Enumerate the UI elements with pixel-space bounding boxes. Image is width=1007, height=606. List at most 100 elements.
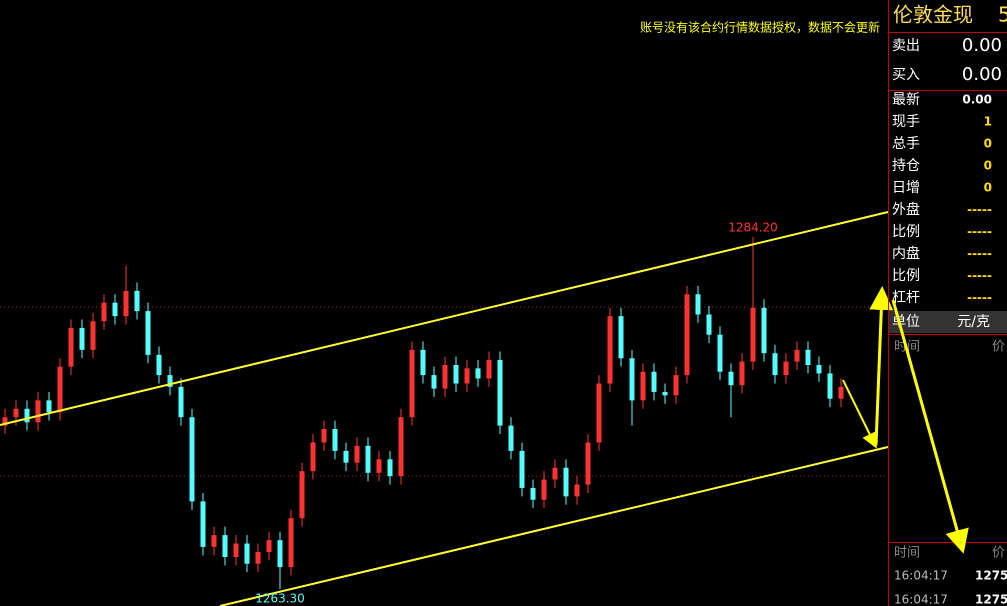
stat-label: 持仓 <box>892 158 920 174</box>
candle-body <box>156 354 162 376</box>
stat-label: 外盘 <box>892 201 920 218</box>
unit-value: 元/克 <box>957 314 990 330</box>
candle-body <box>222 535 228 557</box>
candle-body <box>805 349 811 365</box>
candle-body <box>772 353 778 376</box>
candle-body <box>46 400 52 413</box>
candle-body <box>783 361 789 376</box>
stat-label: 杠杆 <box>892 290 920 306</box>
arrow <box>869 286 894 446</box>
candle-body <box>233 543 239 557</box>
candle-body <box>640 371 646 401</box>
trades-price-header: 价 <box>992 546 1005 561</box>
stat-value: 0.00 <box>962 93 992 107</box>
candle-body <box>651 371 657 392</box>
trade-time: 16:04:17 <box>894 569 948 583</box>
trade-price: 1275. <box>975 569 1007 583</box>
trade-time: 16:04:17 <box>894 593 948 606</box>
buy-label: 买入 <box>892 67 920 83</box>
candle-body <box>607 316 613 384</box>
candle-body <box>398 417 404 477</box>
stat-label: 比例 <box>892 224 920 240</box>
candle-body <box>211 535 217 547</box>
candle-body <box>255 551 261 564</box>
stat-label: 总手 <box>892 136 920 152</box>
candle-body <box>266 540 272 552</box>
sell-value: 0.00 <box>962 35 1002 56</box>
candle-body <box>750 307 756 362</box>
arrow <box>842 379 877 449</box>
candle-body <box>728 371 734 386</box>
candle-body <box>101 302 107 322</box>
candle-body <box>310 442 316 472</box>
quote-title: 伦敦金现 <box>893 3 973 27</box>
candle-body <box>288 518 294 568</box>
candle-body <box>541 479 547 500</box>
stat-label: 比例 <box>892 268 920 284</box>
stat-value: ----- <box>967 269 992 283</box>
candle-body <box>662 391 668 396</box>
candle-body <box>453 365 459 384</box>
sell-label: 卖出 <box>892 38 920 54</box>
stat-label: 最新 <box>892 92 920 108</box>
candle-body <box>365 445 371 473</box>
candle-body <box>563 467 569 497</box>
candle-body <box>552 467 558 480</box>
candle-body <box>178 386 184 418</box>
candle-body <box>2 417 8 426</box>
stat-value: ----- <box>967 247 992 261</box>
candle-body <box>420 349 426 376</box>
candle-body <box>200 501 206 547</box>
unit-row <box>889 311 1007 333</box>
candle-body <box>596 383 602 443</box>
candle-body <box>332 429 338 451</box>
candle-body <box>299 471 305 519</box>
candle-body <box>90 321 96 350</box>
candle-body <box>167 375 173 387</box>
candle-body <box>409 349 415 418</box>
trend-line <box>219 446 889 606</box>
stat-value: 1 <box>984 115 992 129</box>
low-label: 1263.30 <box>255 592 305 606</box>
candle-body <box>244 543 250 564</box>
trend-line <box>0 211 889 426</box>
candle-body <box>761 307 767 354</box>
candle-body <box>123 290 129 317</box>
candle-body <box>497 359 503 426</box>
arrow <box>891 299 969 554</box>
candle-body <box>673 375 679 396</box>
candle-body <box>189 417 195 502</box>
candle-body <box>739 361 745 386</box>
quote-code: 5 <box>998 3 1007 27</box>
candle-body <box>508 425 514 451</box>
candle-body <box>464 368 470 384</box>
candle-body <box>717 334 723 372</box>
stat-value: ----- <box>967 225 992 239</box>
candle-body <box>629 358 635 401</box>
stat-label: 日增 <box>892 180 920 196</box>
buy-value: 0.00 <box>962 64 1002 85</box>
candle-body <box>442 365 448 389</box>
stat-label: 内盘 <box>892 245 920 262</box>
candle-body <box>57 366 63 413</box>
candle-body <box>134 290 140 312</box>
candle-body <box>343 450 349 463</box>
candle-body <box>387 459 393 477</box>
stat-value: ----- <box>967 203 992 217</box>
trade-price: 1275. <box>975 593 1007 606</box>
high-label: 1284.20 <box>728 221 778 235</box>
candle-body <box>574 484 580 497</box>
candle-body <box>35 400 41 423</box>
candle-body <box>585 442 591 485</box>
candle-body <box>13 408 19 418</box>
candle-body <box>277 540 283 568</box>
candle-body <box>794 349 800 362</box>
candle-body <box>618 316 624 359</box>
candle-body <box>684 294 690 376</box>
stat-value: 0 <box>984 159 992 173</box>
stat-value: 0 <box>984 137 992 151</box>
candle-body <box>486 359 492 379</box>
candle-body <box>24 408 30 423</box>
stat-value: ----- <box>967 291 992 305</box>
